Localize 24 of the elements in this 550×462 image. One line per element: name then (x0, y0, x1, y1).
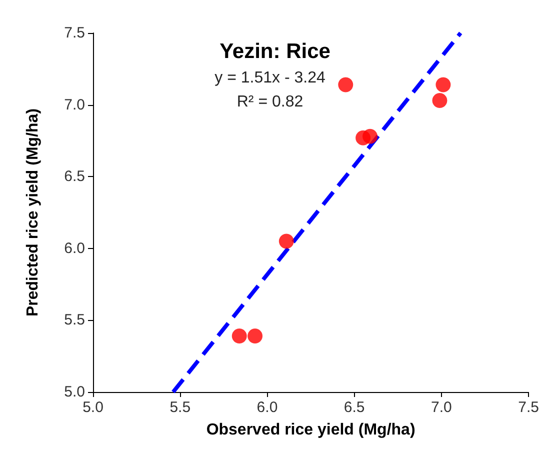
y-tick-label: 5.5 (64, 312, 85, 329)
y-axis-title: Predicted rice yield (Mg/ha) (24, 108, 42, 317)
annotation: R² = 0.82 (236, 94, 304, 110)
point (338, 77, 354, 92)
x-tick-label: 6.0 (256, 399, 278, 416)
point (432, 92, 448, 108)
point (362, 128, 378, 144)
x-axis-title: Observed rice yield (Mg/ha) (206, 422, 416, 438)
y-tick-label: 7.0 (64, 96, 85, 114)
y-tick-label: 5.0 (64, 384, 85, 400)
chart-title: Yezin: Rice (220, 40, 330, 63)
y-tick-label: 6.5 (64, 168, 85, 186)
x-tick-label: 7.0 (431, 399, 452, 416)
y-tick-label: 6.0 (64, 240, 85, 257)
point (232, 328, 247, 344)
annotation: y = 1.51x - 3.24 (214, 70, 326, 86)
x-tick-label: 5.5 (170, 399, 191, 416)
x-tick-label: 7.5 (518, 399, 540, 416)
point (278, 234, 294, 249)
x-tick-label: 5.0 (82, 399, 104, 416)
point (248, 328, 263, 344)
y-tick-label: 7.5 (64, 24, 85, 42)
point (436, 77, 451, 92)
x-tick-label: 6.5 (344, 399, 365, 416)
